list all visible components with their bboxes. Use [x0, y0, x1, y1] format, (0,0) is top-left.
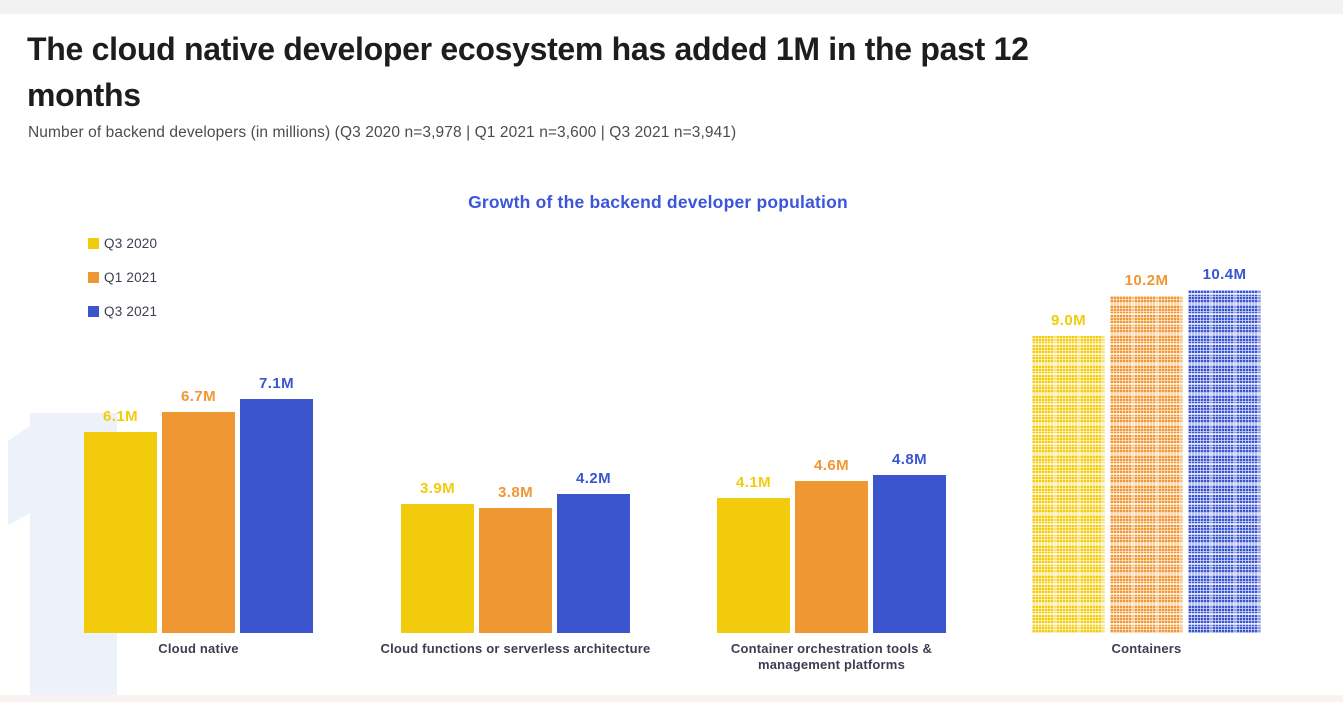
bar-group: 4.1M 4.6M 4.8M: [717, 14, 946, 633]
bar-q3-2021: 4.8M: [873, 451, 946, 633]
bar-group: 3.9M 3.8M 4.2M: [401, 14, 630, 633]
legend: Q3 2020 Q1 2021 Q3 2021: [88, 226, 157, 328]
page-title: The cloud native developer ecosystem has…: [27, 31, 1029, 113]
bar-q3-2020: 6.1M: [84, 408, 157, 633]
category-label: Cloud native: [158, 641, 239, 656]
legend-swatch-icon: [88, 305, 99, 317]
legend-item: Q3 2021: [88, 294, 157, 328]
bar-group: 6.1M 6.7M 7.1M: [84, 14, 313, 633]
bar-value-label: 6.1M: [103, 408, 138, 425]
legend-swatch-icon: [88, 237, 99, 249]
bottom-strip: [0, 695, 1343, 702]
bar-q3-2020: 9.0M: [1032, 312, 1105, 633]
bar-q3-2021: 10.4M: [1188, 266, 1261, 633]
bar-value-label: 4.6M: [814, 457, 849, 474]
bar-value-label: 7.1M: [259, 375, 294, 392]
bar-group: 9.0M 10.2M 10.4M: [1032, 14, 1261, 633]
legend-label: Q1 2021: [104, 269, 158, 285]
bar-value-label: 10.2M: [1124, 272, 1169, 289]
bar-value-label: 3.8M: [498, 484, 533, 501]
bar-value-label: 4.2M: [576, 470, 611, 487]
bar-q1-2021: 4.6M: [795, 457, 868, 633]
legend-item: Q3 2020: [88, 226, 157, 260]
category-label: Container orchestration tools & manageme…: [730, 641, 933, 672]
bar-q1-2021: 6.7M: [162, 388, 235, 633]
bar-q3-2021: 7.1M: [240, 375, 313, 633]
legend-item: Q1 2021: [88, 260, 157, 294]
page-subtitle: Number of backend developers (in million…: [28, 124, 737, 141]
bar-value-label: 3.9M: [420, 480, 455, 497]
legend-label: Q3 2020: [104, 235, 158, 251]
bar-q1-2021: 10.2M: [1110, 272, 1183, 633]
legend-label: Q3 2021: [104, 303, 158, 319]
top-strip: [0, 0, 1343, 14]
category-label: Containers: [1111, 641, 1182, 656]
legend-swatch-icon: [88, 271, 99, 283]
slide: The cloud native developer ecosystem has…: [8, 14, 1343, 695]
bar-value-label: 4.8M: [892, 451, 927, 468]
bar-q3-2020: 4.1M: [717, 474, 790, 633]
bar-value-label: 4.1M: [736, 474, 771, 491]
bar-value-label: 10.4M: [1202, 266, 1247, 283]
chart-title: Growth of the backend developer populati…: [468, 192, 848, 212]
bar-q3-2021: 4.2M: [557, 470, 630, 633]
category-label: Cloud functions or serverless architectu…: [380, 641, 651, 656]
bar-value-label: 9.0M: [1051, 312, 1086, 329]
bar-q1-2021: 3.8M: [479, 484, 552, 633]
bar-q3-2020: 3.9M: [401, 480, 474, 633]
plot-area: 6.1M 6.7M 7.1M Cloud native 3.9M 3.8M 4.2M Clou…: [8, 14, 1343, 695]
bar-value-label: 6.7M: [181, 388, 216, 405]
